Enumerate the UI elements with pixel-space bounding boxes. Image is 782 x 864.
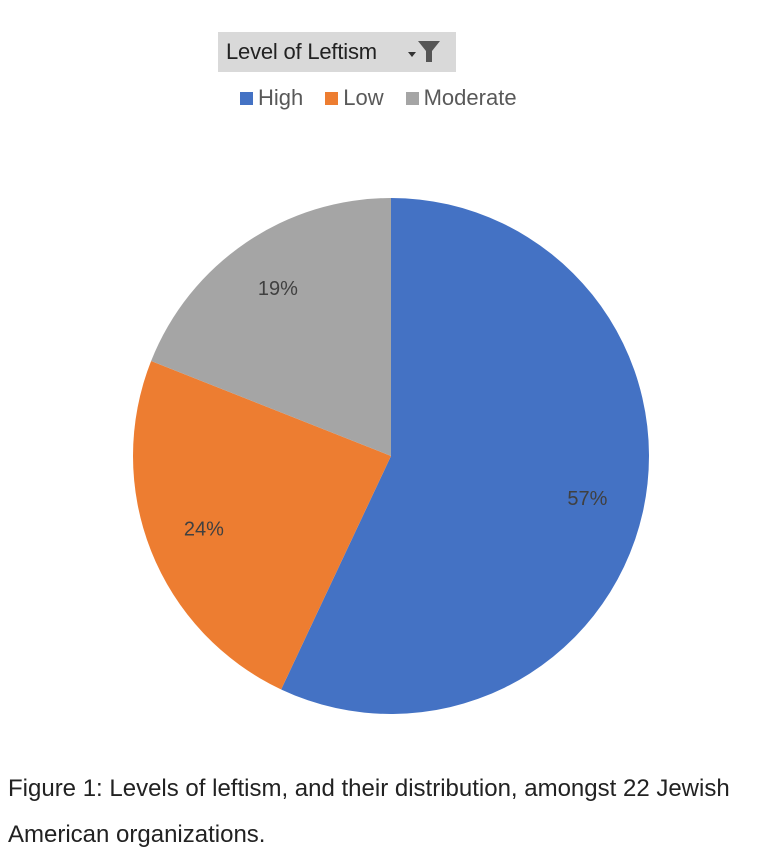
filter-dropdown-icon[interactable]: [408, 40, 442, 69]
data-label-low: 24%: [184, 518, 224, 540]
pie-slice-high: [281, 198, 649, 714]
legend-item-moderate: Moderate: [405, 85, 517, 111]
legend-label-moderate: Moderate: [423, 85, 517, 110]
legend-item-low: Low: [325, 85, 384, 111]
field-filter-label: Level of Leftism: [226, 39, 377, 64]
legend-item-high: High: [240, 85, 303, 111]
data-label-high: 57%: [567, 488, 607, 510]
legend-label-low: Low: [343, 85, 384, 110]
legend-swatch-low: [325, 91, 339, 105]
data-label-moderate: 19%: [258, 278, 298, 300]
legend-label-high: High: [258, 85, 304, 110]
pie-slice-moderate: [151, 198, 391, 456]
chart-legend: High Low Moderate: [240, 84, 539, 112]
legend-swatch-moderate: [405, 91, 419, 105]
legend-swatch-high: [240, 91, 253, 105]
figure-caption: Figure 1: Levels of leftism, and their d…: [8, 775, 730, 848]
field-filter-button[interactable]: Level of Leftism: [218, 32, 456, 72]
pie-slice-low: [133, 361, 392, 690]
